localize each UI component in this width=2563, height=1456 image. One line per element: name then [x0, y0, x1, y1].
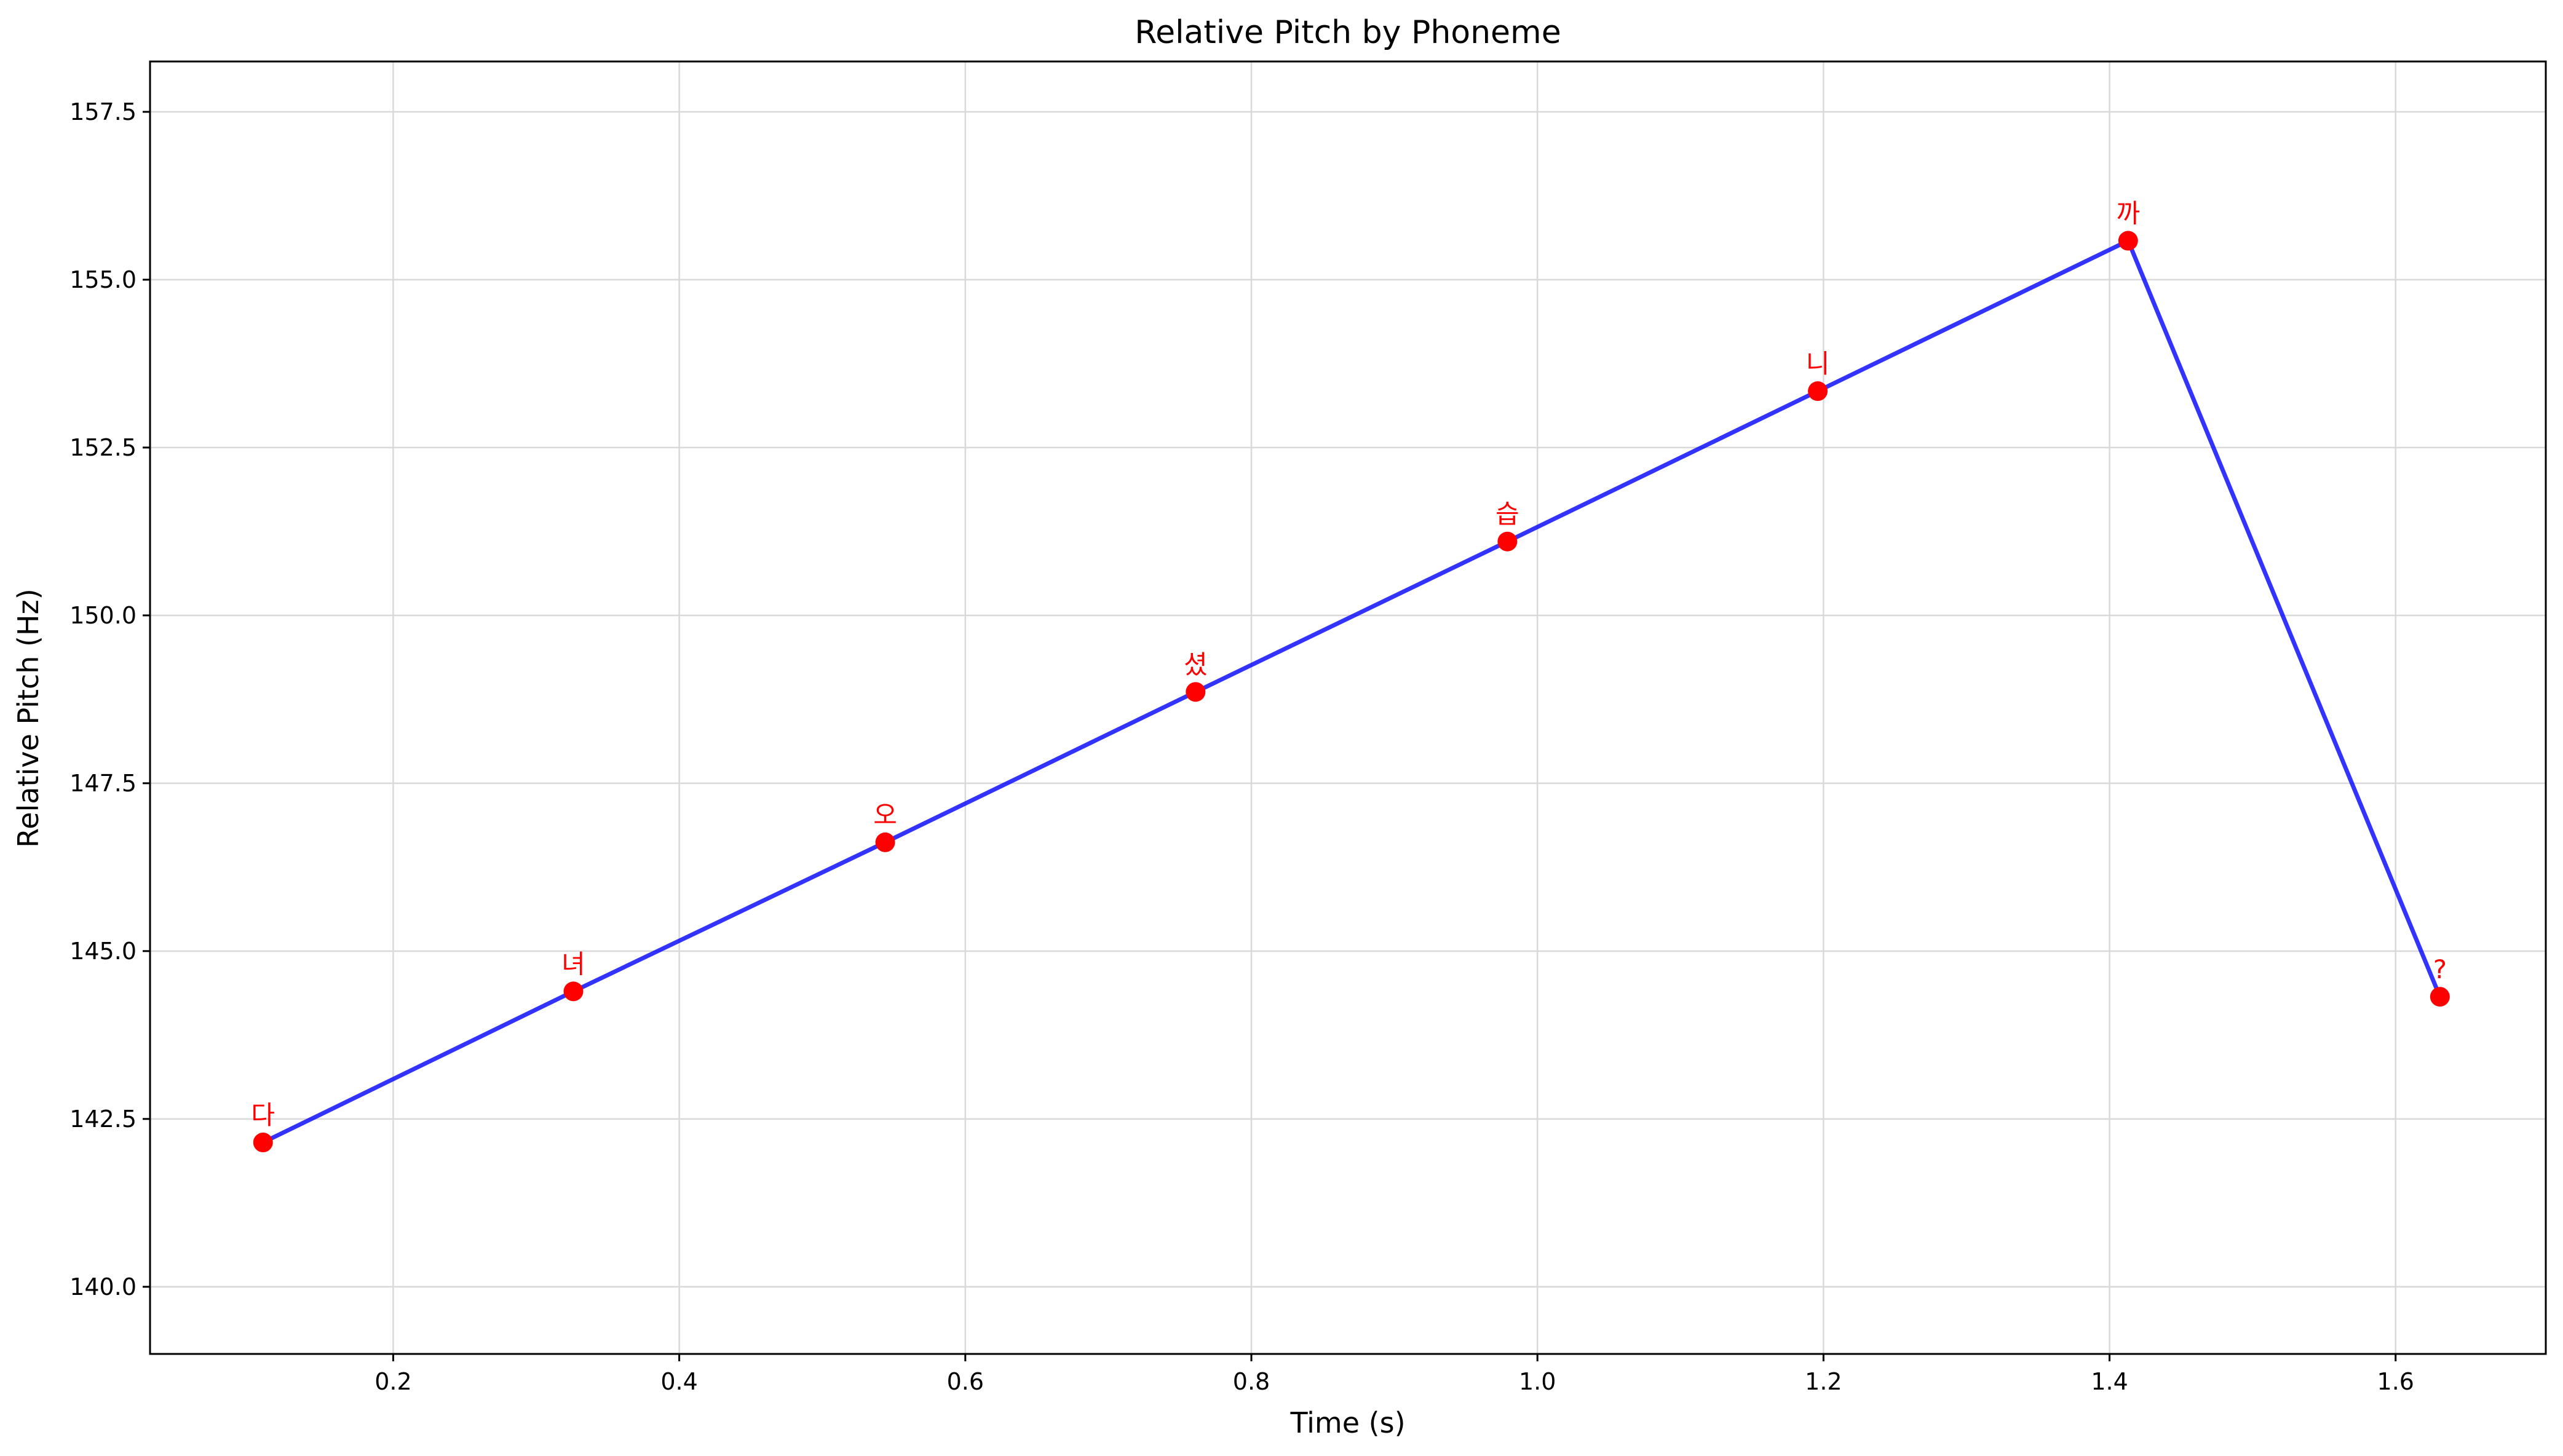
data-label: 녀: [561, 949, 585, 979]
x-tick-label: 0.6: [947, 1368, 984, 1395]
y-tick-label: 155.0: [69, 266, 137, 293]
y-tick-label: 140.0: [69, 1273, 137, 1300]
x-tick-label: 1.2: [1805, 1368, 1842, 1395]
chart-title: Relative Pitch by Phoneme: [1135, 14, 1561, 51]
series: [253, 231, 2450, 1153]
y-tick-label: 142.5: [69, 1106, 137, 1133]
data-point: [563, 981, 584, 1002]
x-tick-label: 1.6: [2377, 1368, 2414, 1395]
data-label: 까: [2116, 199, 2140, 229]
y-axis-label: Relative Pitch (Hz): [12, 588, 45, 847]
x-tick-label: 0.4: [660, 1368, 697, 1395]
y-tick-label: 147.5: [69, 770, 137, 797]
y-tick-label: 157.5: [69, 98, 137, 125]
data-label: 다: [251, 1100, 275, 1130]
grid: [150, 61, 2546, 1354]
y-tick-label: 152.5: [69, 434, 137, 461]
data-point: [1186, 682, 1206, 702]
data-point: [1497, 531, 1518, 552]
data-point: [2430, 987, 2450, 1007]
data-label: 오: [873, 800, 897, 830]
y-tick-label: 150.0: [69, 602, 137, 629]
data-label: ?: [2433, 954, 2447, 984]
data-point: [253, 1133, 273, 1153]
x-tick-label: 0.2: [374, 1368, 411, 1395]
data-label: 습: [1495, 499, 1519, 529]
data-point: [2118, 231, 2138, 251]
data-label: 셨: [1184, 649, 1208, 679]
x-axis-label: Time (s): [1289, 1406, 1405, 1439]
series-line: [262, 239, 2442, 1145]
point-labels: 다 녀 오 셨 습 니 까?: [251, 199, 2447, 1130]
data-point: [875, 832, 895, 852]
plot-frame: [149, 60, 2547, 1355]
axes: 0.2 0.4 0.6 0.8 1.0 1.2 1.4 1.6 140.0 142.5 145.0 1…: [69, 60, 2547, 1395]
x-tick-label: 1.4: [2091, 1368, 2128, 1395]
data-label: 니: [1806, 349, 1830, 379]
x-tick-label: 1.0: [1519, 1368, 1556, 1395]
y-tick-label: 145.0: [69, 938, 137, 965]
data-point: [1808, 381, 1828, 402]
x-tick-label: 0.8: [1233, 1368, 1270, 1395]
